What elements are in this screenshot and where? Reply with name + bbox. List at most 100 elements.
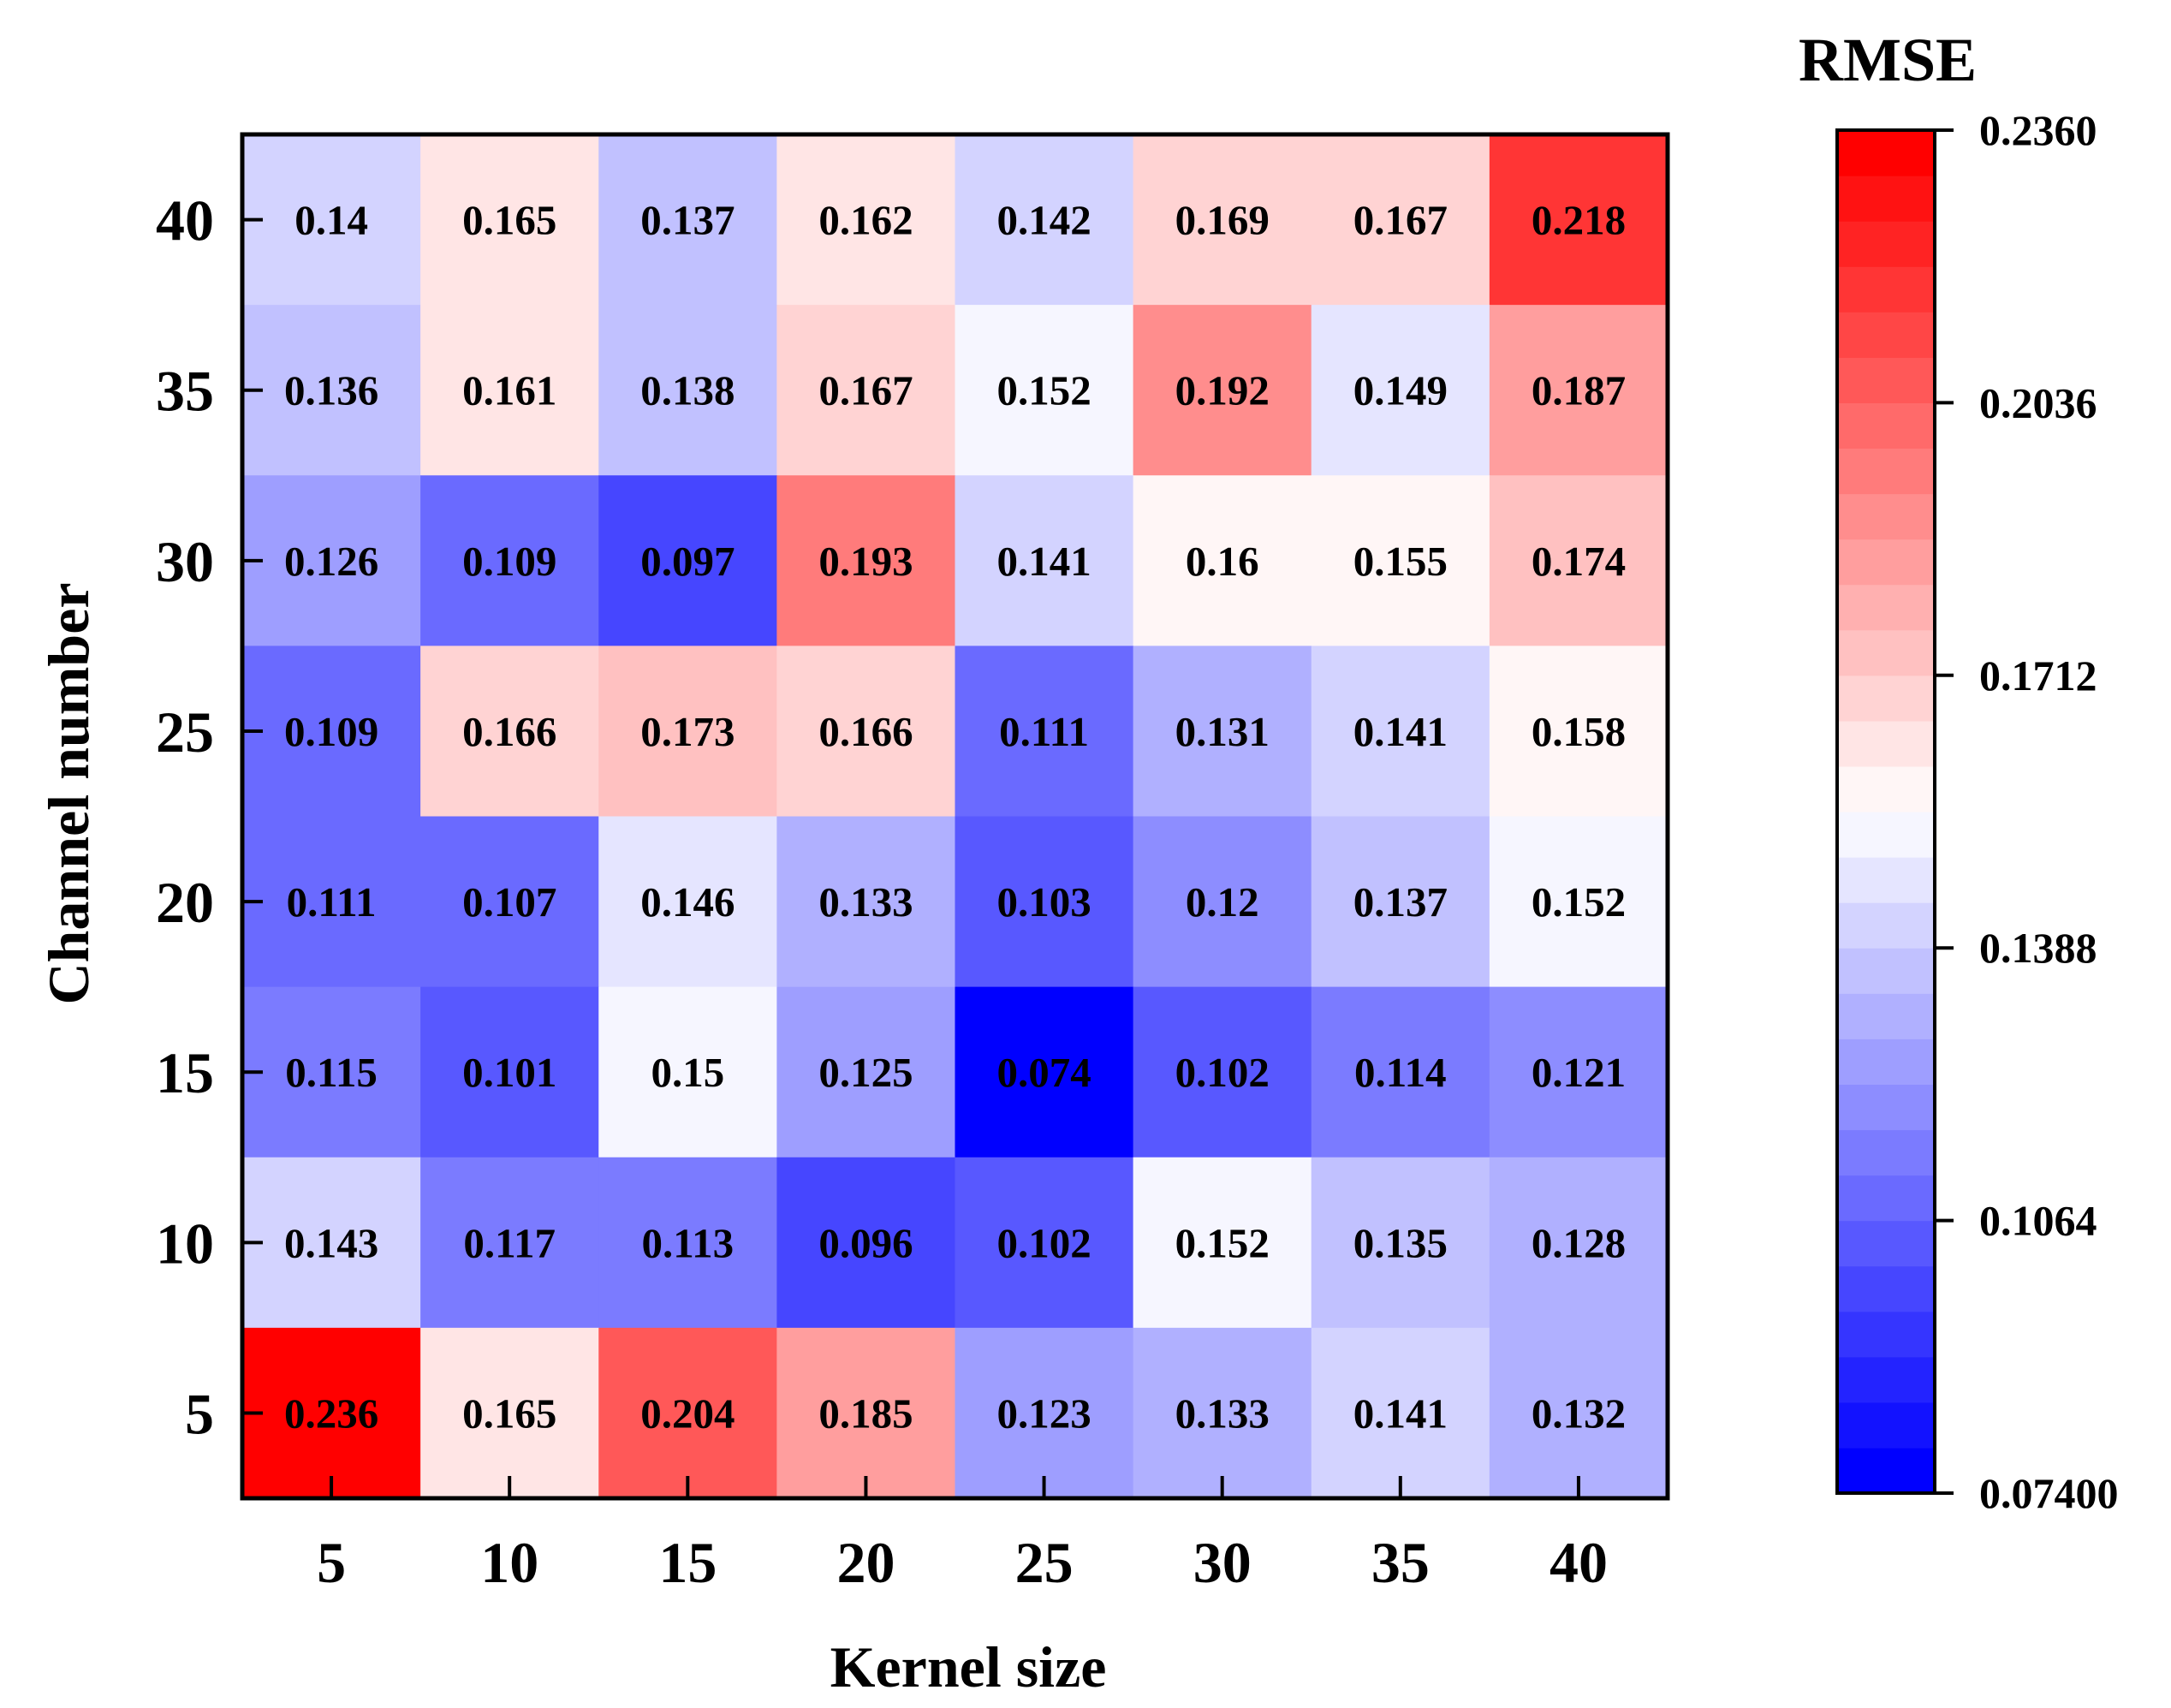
x-tick-label: 10	[480, 1530, 538, 1595]
heatmap-cell-value: 0.193	[818, 538, 913, 585]
heatmap-cell	[776, 1157, 956, 1329]
heatmap-cell-value: 0.152	[1175, 1219, 1270, 1266]
heatmap-cell-value: 0.113	[642, 1219, 735, 1266]
heatmap-cell	[598, 134, 777, 306]
heatmap-cell	[776, 134, 956, 306]
colorbar-segment	[1837, 584, 1935, 631]
colorbar-segment	[1837, 1311, 1935, 1358]
heatmap-cell	[1489, 1327, 1668, 1499]
heatmap-cell	[776, 646, 956, 818]
heatmap-cell-value: 0.135	[1353, 1219, 1448, 1266]
heatmap-cell	[776, 986, 956, 1158]
x-tick-label: 25	[1015, 1530, 1074, 1595]
heatmap-cell	[1489, 1157, 1668, 1329]
x-tick-label: 20	[836, 1530, 895, 1595]
colorbar-segment	[1837, 765, 1935, 812]
heatmap-cell	[1133, 646, 1312, 818]
heatmap-cell	[955, 134, 1134, 306]
heatmap-cell-value: 0.187	[1532, 367, 1626, 414]
heatmap-cell-value: 0.074	[996, 1049, 1091, 1096]
colorbar-tick-label: 0.1712	[1979, 652, 2097, 699]
heatmap-cell	[955, 646, 1134, 818]
heatmap-cell-value: 0.192	[1175, 367, 1270, 414]
y-tick-label: 25	[156, 699, 214, 765]
heatmap-cell-value: 0.133	[1175, 1390, 1270, 1437]
heatmap-cell	[242, 305, 421, 476]
heatmap-cell	[598, 1327, 777, 1499]
heatmap-value-labels: 0.14 0.165 0.137 0.162 0.142 0.169 0.167 0.218 0…	[284, 197, 1626, 1437]
heatmap-cell	[598, 816, 777, 988]
colorbar-segment	[1837, 357, 1935, 403]
colorbar-segment	[1837, 1265, 1935, 1312]
colorbar-segment	[1837, 902, 1935, 949]
colorbar-segment	[1837, 1038, 1935, 1085]
heatmap-cell-value: 0.15	[651, 1049, 724, 1096]
heatmap-cell	[1311, 816, 1490, 988]
heatmap-cell-value: 0.103	[996, 878, 1091, 925]
x-tick-label: 5	[317, 1530, 346, 1595]
colorbar-segment	[1837, 993, 1935, 1039]
heatmap-cell-value: 0.155	[1353, 538, 1448, 585]
heatmap-cell-value: 0.115	[285, 1049, 378, 1096]
heatmap-cell	[242, 134, 421, 306]
heatmap-cell-value: 0.102	[1175, 1049, 1270, 1096]
heatmap-cell	[776, 1327, 956, 1499]
heatmap-cell	[598, 475, 777, 646]
heatmap-cell-value: 0.137	[640, 197, 735, 244]
y-tick-label: 40	[156, 188, 214, 253]
heatmap-cell	[776, 305, 956, 476]
heatmap-cell-value: 0.125	[818, 1049, 913, 1096]
colorbar-segment	[1837, 812, 1935, 858]
heatmap-cell	[598, 305, 777, 476]
heatmap-cell	[1311, 646, 1490, 818]
heatmap-cell	[420, 305, 599, 476]
colorbar-title: RMSE	[1799, 26, 1977, 94]
heatmap-cell	[1489, 986, 1668, 1158]
heatmap-cell	[1133, 475, 1312, 646]
heatmap-cell-value: 0.161	[462, 367, 556, 414]
heatmap-cell	[1133, 305, 1312, 476]
colorbar-segment	[1837, 402, 1935, 449]
heatmap-cell	[776, 475, 956, 646]
colorbar-tick-label: 0.1388	[1979, 924, 2097, 972]
heatmap-cells	[242, 134, 1668, 1499]
heatmap-cell-value: 0.218	[1532, 197, 1626, 244]
heatmap-cell-value: 0.138	[640, 367, 735, 414]
heatmap-cell-value: 0.137	[1353, 878, 1448, 925]
heatmap-cell	[1489, 475, 1668, 646]
heatmap-cell	[955, 816, 1134, 988]
x-tick-label: 15	[658, 1530, 717, 1595]
colorbar-segment	[1837, 720, 1935, 767]
heatmap-cell	[1311, 1327, 1490, 1499]
colorbar-segment	[1837, 1447, 1935, 1494]
heatmap-cell-value: 0.158	[1532, 708, 1626, 755]
heatmap-cell-value: 0.097	[640, 538, 735, 585]
heatmap-cell	[420, 816, 599, 988]
heatmap-cell	[955, 1327, 1134, 1499]
heatmap-cell-value: 0.165	[462, 197, 556, 244]
heatmap-cell	[1133, 986, 1312, 1158]
x-tick-label: 30	[1193, 1530, 1252, 1595]
heatmap-cell	[242, 816, 421, 988]
colorbar-tick-label: 0.1064	[1979, 1197, 2097, 1245]
heatmap-cell-value: 0.102	[996, 1219, 1091, 1266]
heatmap-cell-value: 0.132	[1532, 1390, 1626, 1437]
y-tick-label: 10	[156, 1211, 214, 1276]
heatmap-cell	[955, 475, 1134, 646]
y-axis-title: Channel number	[36, 582, 101, 1004]
heatmap-cell-value: 0.185	[818, 1390, 913, 1437]
heatmap-cell	[420, 134, 599, 306]
heatmap-cell-value: 0.166	[462, 708, 556, 755]
x-axis-ticks: 5 10 15 20 25 30 35 40	[317, 1476, 1608, 1595]
colorbar-segment	[1837, 312, 1935, 358]
heatmap-cell-value: 0.123	[996, 1390, 1091, 1437]
heatmap-cell-value: 0.152	[996, 367, 1091, 414]
colorbar-segment	[1837, 1220, 1935, 1267]
colorbar-segment	[1837, 221, 1935, 267]
colorbar-segment	[1837, 1084, 1935, 1131]
heatmap-cell	[242, 1327, 421, 1499]
heatmap-cell	[420, 986, 599, 1158]
heatmap-cell-value: 0.162	[818, 197, 913, 244]
heatmap-cell	[1311, 305, 1490, 476]
colorbar-segment	[1837, 448, 1935, 495]
